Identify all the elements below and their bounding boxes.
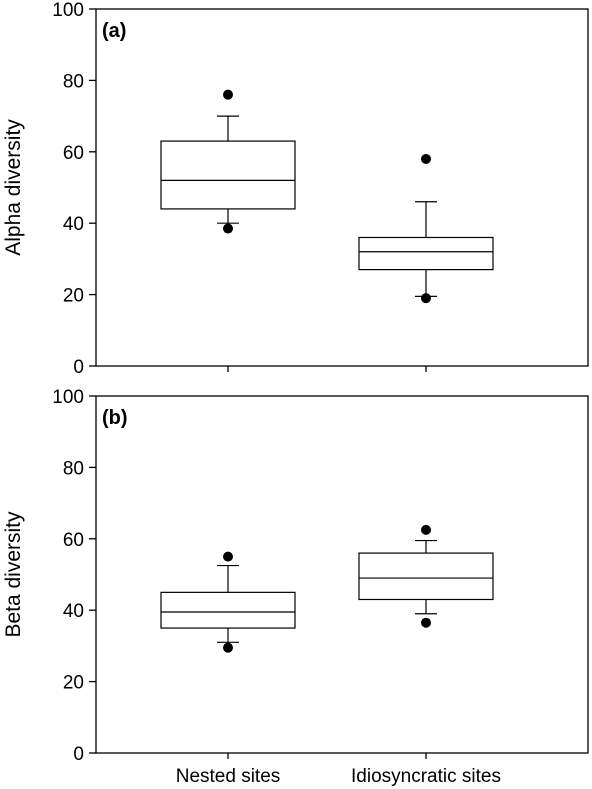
x-category-label: Nested sites bbox=[176, 766, 281, 787]
x-category-label: Idiosyncratic sites bbox=[351, 766, 501, 787]
y-tick-label: 0 bbox=[73, 357, 84, 378]
box-idiosyncratic bbox=[358, 524, 494, 628]
panel-b: 0 20 40 60 80 100 Beta diversity (b) Nested site… bbox=[2, 387, 589, 787]
y-tick-label: 40 bbox=[63, 214, 84, 235]
y-tick-label: 80 bbox=[63, 71, 84, 92]
outlier-point bbox=[223, 551, 233, 562]
panel-a: 0 20 40 60 80 100 Alpha diversity (a) bbox=[2, 0, 589, 378]
y-tick-label: 20 bbox=[63, 286, 84, 307]
box-iqr bbox=[160, 591, 296, 629]
y-tick-label: 60 bbox=[63, 143, 84, 164]
y-tick-label: 80 bbox=[63, 458, 84, 479]
y-axis-label: Beta diversity bbox=[2, 511, 25, 638]
outlier-point bbox=[421, 524, 431, 535]
outlier-point bbox=[421, 617, 431, 628]
y-tick-label: 60 bbox=[63, 530, 84, 551]
outlier-point bbox=[223, 642, 233, 653]
outlier-point bbox=[421, 153, 431, 164]
box-iqr bbox=[358, 236, 494, 271]
box-iqr bbox=[160, 140, 296, 210]
y-tick-label: 100 bbox=[52, 387, 84, 408]
plot-frame bbox=[95, 395, 589, 754]
box-iqr bbox=[358, 552, 494, 601]
panel-label: (b) bbox=[102, 407, 128, 429]
y-tick-label: 0 bbox=[73, 744, 84, 765]
y-axis-label: Alpha diversity bbox=[2, 119, 25, 256]
y-tick-label: 20 bbox=[63, 673, 84, 694]
outlier-point bbox=[223, 89, 233, 100]
y-tick-label: 100 bbox=[52, 0, 84, 21]
panel-label: (a) bbox=[102, 20, 126, 42]
plot-frame bbox=[95, 8, 589, 367]
box-nested bbox=[160, 551, 296, 653]
box-idiosyncratic bbox=[358, 153, 494, 304]
outlier-point bbox=[421, 293, 431, 304]
outlier-point bbox=[223, 223, 233, 234]
box-nested bbox=[160, 89, 296, 234]
y-tick-label: 40 bbox=[63, 601, 84, 622]
